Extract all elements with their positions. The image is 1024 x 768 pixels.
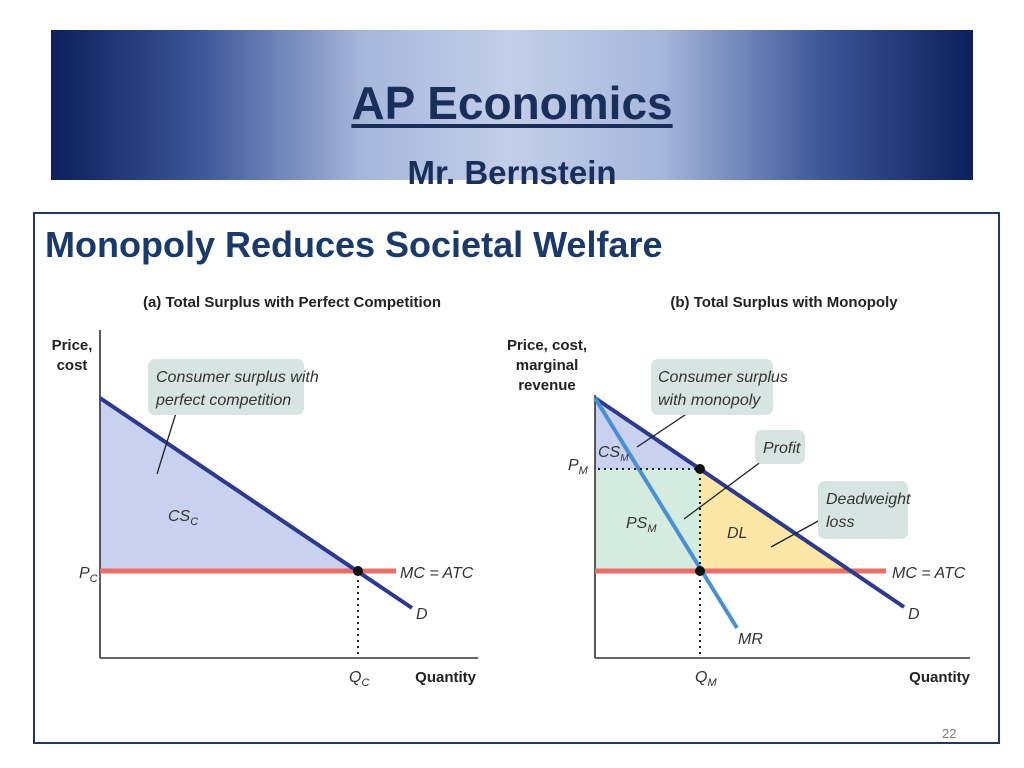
panel-a-mc-atc-label: MC = ATC xyxy=(400,565,474,582)
panel-b-cs-callout-pointer xyxy=(636,410,692,448)
panel-b-cs-label: CSM xyxy=(598,444,629,464)
panel-a-quantity-label: QC xyxy=(349,669,369,689)
header-title: AP Economics xyxy=(351,77,673,129)
page-number: 22 xyxy=(942,726,957,741)
panel-b-cs-callout-box xyxy=(651,359,773,415)
panel-b-dwl-callout-box xyxy=(818,481,908,539)
panel-b-dl-label: DL xyxy=(727,525,747,542)
panel-a-equilibrium-point xyxy=(353,566,363,576)
panel-a-x-axis-label: Quantity xyxy=(415,669,476,686)
title-banner: AP Economics Mr. Bernstein xyxy=(51,30,973,189)
panel-b-profit-callout-pointer xyxy=(683,460,763,520)
panel-b-demand-label: D xyxy=(908,606,920,623)
panel-a-title: (a) Total Surplus with Perfect Competiti… xyxy=(143,294,441,311)
panel-a-y-axis-label-line1: Price, xyxy=(52,337,93,354)
panel-a-callout-box xyxy=(148,359,304,415)
panel-b-dwl-callout-line1: Deadweight xyxy=(826,491,911,508)
panel-b-cs-callout-line2: with monopoly xyxy=(658,392,761,409)
panel-a-cs-label: CSC xyxy=(168,508,198,528)
panel-a-callout-line2: perfect competition xyxy=(155,392,291,409)
panel-b-mc-atc-label: MC = ATC xyxy=(892,565,966,582)
panel-b-profit-callout: Profit xyxy=(763,440,801,457)
panel-b-profit-callout-box xyxy=(755,430,805,464)
panel-b-demand-line xyxy=(593,396,906,609)
panel-b-x-axis-label: Quantity xyxy=(909,669,970,686)
panel-a-callout-pointer xyxy=(156,412,177,475)
panel-a-demand-label: D xyxy=(416,606,428,623)
panel-b-producer-surplus-area xyxy=(595,469,700,571)
panel-a-price-label: PC xyxy=(79,565,98,585)
panel-b-cs-callout-line1: Consumer surplus xyxy=(658,369,788,386)
panel-b-y-axis-label-line2: marginal xyxy=(516,357,579,374)
panel-b-mr-line xyxy=(593,396,739,630)
panel-b-y-axis-label-line3: revenue xyxy=(518,377,576,394)
panel-b-mr-mc-point xyxy=(695,566,705,576)
panel-b-monopoly-price-point xyxy=(695,464,705,474)
panel-b-ps-label: PSM xyxy=(626,515,657,535)
panel-b-dwl-callout-pointer xyxy=(770,519,821,548)
panel-a: (a) Total Surplus with Perfect Competiti… xyxy=(52,294,478,689)
panel-b-dwl-callout-line2: loss xyxy=(826,514,854,531)
section-title: Monopoly Reduces Societal Welfare xyxy=(45,224,663,265)
panel-b-mr-label: MR xyxy=(738,631,763,648)
panel-b-price-label: PM xyxy=(568,457,589,477)
header-subtitle: Mr. Bernstein xyxy=(407,154,617,191)
panel-b-title: (b) Total Surplus with Monopoly xyxy=(670,294,898,311)
panel-b: (b) Total Surplus with Monopoly Consumer… xyxy=(507,294,971,689)
panel-b-quantity-label: QM xyxy=(695,669,717,689)
panel-b-y-axis-label-line1: Price, cost, xyxy=(507,337,587,354)
panel-a-callout-line1: Consumer surplus with xyxy=(156,369,319,386)
panel-a-y-axis-label-line2: cost xyxy=(57,357,88,374)
